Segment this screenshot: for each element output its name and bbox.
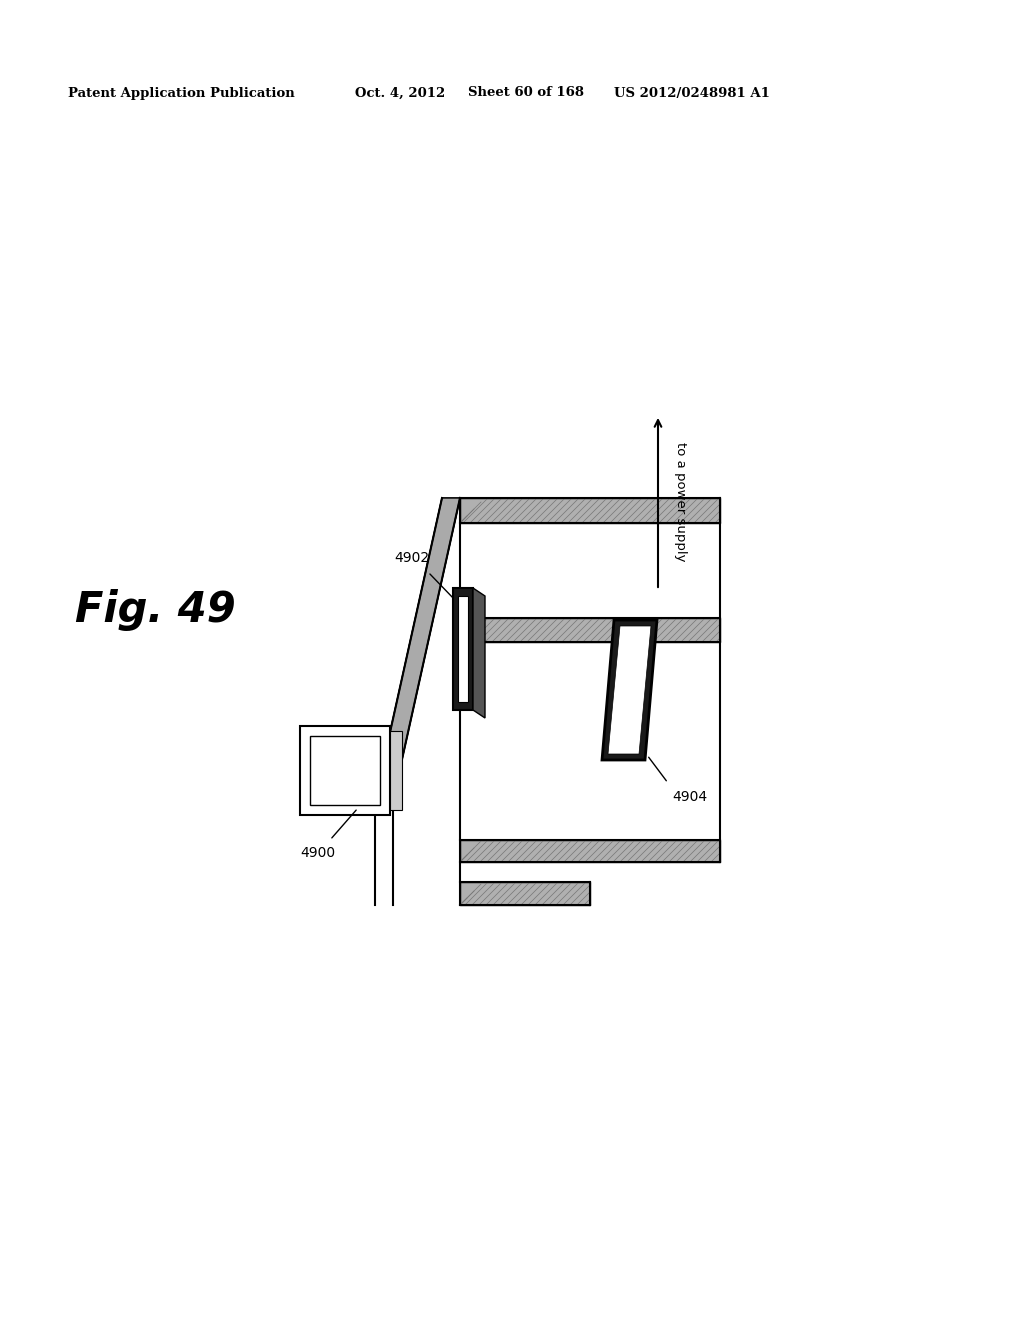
Text: Patent Application Publication: Patent Application Publication	[68, 87, 295, 99]
Bar	[458, 597, 468, 702]
Text: Sheet 60 of 168: Sheet 60 of 168	[468, 87, 584, 99]
Polygon shape	[460, 618, 720, 642]
Polygon shape	[473, 587, 485, 718]
Text: 4902: 4902	[394, 550, 429, 565]
Text: 4900: 4900	[300, 846, 336, 861]
Bar	[300, 726, 390, 814]
Text: to a power supply: to a power supply	[674, 442, 687, 562]
Polygon shape	[375, 498, 460, 800]
Bar	[453, 587, 473, 710]
Text: Oct. 4, 2012: Oct. 4, 2012	[355, 87, 445, 99]
Polygon shape	[375, 498, 460, 800]
Text: 4904: 4904	[673, 789, 708, 804]
Text: US 2012/0248981 A1: US 2012/0248981 A1	[614, 87, 770, 99]
Polygon shape	[602, 620, 657, 760]
Bar	[390, 731, 402, 810]
Polygon shape	[460, 840, 720, 862]
Bar	[310, 737, 380, 805]
Polygon shape	[460, 498, 720, 523]
Text: Fig. 49: Fig. 49	[75, 589, 236, 631]
Polygon shape	[460, 882, 590, 906]
Polygon shape	[608, 626, 651, 754]
